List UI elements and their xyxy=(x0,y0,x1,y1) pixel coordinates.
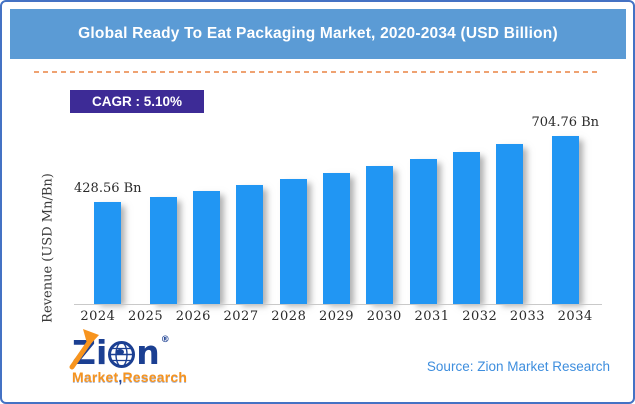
logo-tagline: Market,Research xyxy=(72,369,187,385)
x-tick-2024: 2024 xyxy=(80,309,116,324)
cagr-badge: CAGR : 5.10% xyxy=(70,90,204,113)
bar-column-2031 xyxy=(402,159,445,304)
bar-2033 xyxy=(496,144,524,304)
x-tick-2029: 2029 xyxy=(318,309,355,324)
x-tick-2026: 2026 xyxy=(175,309,211,324)
bar-2025 xyxy=(149,196,177,304)
chart-title: Global Ready To Eat Packaging Market, 20… xyxy=(78,25,558,42)
logo-letter-i: i xyxy=(95,333,108,372)
logo-letter-n: n xyxy=(136,333,160,372)
bar-chart: 428.56 Bn 704.76 Bn xyxy=(74,114,599,304)
value-label-2034: 704.76 Bn xyxy=(531,115,600,130)
x-tick-2028: 2028 xyxy=(271,309,307,324)
value-label-2024: 428.56 Bn xyxy=(74,180,142,196)
bar-column-2032 xyxy=(445,151,488,304)
bar-column-2033 xyxy=(488,144,531,304)
cagr-badge-label: CAGR : 5.10% xyxy=(91,94,183,109)
chart-title-banner: Global Ready To Eat Packaging Market, 20… xyxy=(10,9,626,59)
bar-column-2025 xyxy=(142,196,185,304)
bar-2024 xyxy=(94,201,122,304)
bar-column-2029 xyxy=(315,173,358,304)
bar-column-2027 xyxy=(228,185,271,304)
bar-2031 xyxy=(409,159,437,304)
bar-2027 xyxy=(236,185,264,304)
x-tick-2025: 2025 xyxy=(128,309,164,324)
logo-research-text: Research xyxy=(122,369,188,385)
x-axis-line xyxy=(74,304,602,305)
source-text: Source: Zion Market Research xyxy=(426,359,610,374)
zion-logo: Z i n ® Market,Research xyxy=(69,329,187,385)
dashed-divider xyxy=(34,71,600,73)
y-axis-label: Revenue (USD Mn/Bn) xyxy=(40,173,56,323)
bar-2029 xyxy=(323,173,351,304)
bar-2026 xyxy=(193,191,221,304)
x-tick-2027: 2027 xyxy=(223,309,259,324)
bar-column-2028 xyxy=(272,179,315,304)
logo-wordmark: Z i n ® xyxy=(69,329,187,372)
bar-2032 xyxy=(453,151,480,304)
bar-column-2024: 428.56 Bn xyxy=(74,181,142,304)
bar-column-2026 xyxy=(185,191,228,304)
bar-2028 xyxy=(279,179,307,304)
x-tick-2030: 2030 xyxy=(366,309,402,324)
x-tick-2033: 2033 xyxy=(509,309,546,324)
bar-2034 xyxy=(551,136,579,304)
logo-comma: , xyxy=(118,369,123,385)
x-axis-ticks: 2024 2025 2026 2027 2028 2029 2030 2031 2032 2033… xyxy=(74,309,599,324)
logo-letter-z: Z xyxy=(69,329,99,370)
globe-icon xyxy=(108,341,136,368)
registered-mark: ® xyxy=(160,335,170,345)
x-tick-2032: 2032 xyxy=(462,309,498,324)
x-tick-2031: 2031 xyxy=(414,309,450,324)
bar-2030 xyxy=(366,166,394,304)
bar-column-2030 xyxy=(358,166,401,304)
x-tick-2034: 2034 xyxy=(557,309,593,324)
logo-market-text: Market xyxy=(72,369,119,385)
bar-column-2034: 704.76 Bn xyxy=(531,115,600,304)
